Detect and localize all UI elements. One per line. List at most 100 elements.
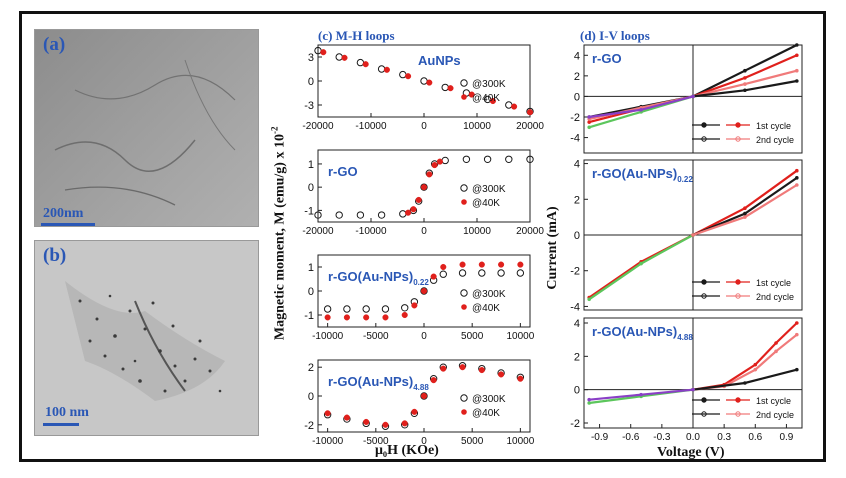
iv-rgo-series-marker bbox=[691, 94, 695, 99]
mh-rgo-au022-ytick-label: 0 bbox=[308, 286, 314, 298]
mh-aunps-legend-marker-300k bbox=[460, 79, 468, 87]
mh-rgo-point-40k bbox=[415, 196, 422, 203]
iv-rgo-au488-ytick-label: -2 bbox=[570, 418, 580, 430]
mh-rgo-au022-title: r-GO(Au-NPs)0.22 bbox=[328, 269, 429, 287]
iv-rgo-au488-series-marker bbox=[753, 367, 758, 372]
mh-rgo-au488-xtick-label: 0 bbox=[421, 436, 427, 447]
iv-rgo-series-marker bbox=[587, 115, 591, 119]
mh-aunps-xtick-label: 10000 bbox=[463, 121, 491, 132]
iv-rgo-series-marker bbox=[743, 68, 747, 73]
mh-rgo-au488-point-40k bbox=[411, 408, 418, 415]
iv-rgo-au022-legend-dot-red bbox=[735, 293, 741, 299]
mh-rgo-au022-point-300k bbox=[362, 305, 370, 313]
mh-rgo-legend-marker-40k bbox=[461, 199, 467, 205]
mh-rgo-title: r-GO bbox=[328, 164, 358, 179]
iv-rgo-legend-label: 1st cycle bbox=[756, 121, 791, 131]
iv-rgo-legend-dot-red bbox=[735, 136, 741, 142]
mh-rgo-au022-point-300k bbox=[439, 270, 447, 278]
mh-aunps-legend-label: @300K bbox=[472, 79, 506, 90]
mh-aunps-legend-marker-40k bbox=[461, 94, 467, 100]
iv-rgo-au488-series-marker bbox=[774, 349, 778, 354]
mh-rgo-au022-point-40k bbox=[420, 287, 428, 295]
mh-aunps-xtick-label: 0 bbox=[421, 121, 427, 132]
mh-rgo-ytick-label: -1 bbox=[304, 205, 314, 217]
iv-rgo-au488-title: r-GO(Au-NPs)4.88 bbox=[592, 324, 693, 342]
iv-rgo-au488-series-marker bbox=[795, 321, 799, 325]
panel-d-xlabel: Voltage (V) bbox=[657, 445, 725, 460]
iv-rgo-ytick-label: -4 bbox=[570, 133, 580, 145]
iv-rgo-series-marker bbox=[795, 43, 799, 47]
iv-rgo-au488-xtick-label: 0.3 bbox=[717, 432, 731, 443]
mh-rgo-au022-point-40k bbox=[411, 302, 418, 309]
mh-rgo-ytick-label: 1 bbox=[308, 159, 314, 171]
mh-rgo-point-300k bbox=[335, 211, 343, 219]
iv-rgo-au488-title-sub: 4.88 bbox=[677, 333, 693, 342]
mh-rgo-xtick-label: -10000 bbox=[355, 226, 387, 237]
mh-rgo-au022-legend-label: @40K bbox=[472, 303, 500, 314]
mh-rgo-au022-point-40k bbox=[459, 261, 466, 268]
mh-rgo-au022-point-300k bbox=[343, 305, 351, 313]
mh-rgo-au022-xtick-label: 0 bbox=[421, 331, 427, 342]
mh-rgo-point-40k bbox=[410, 206, 417, 213]
iv-rgo-au022-ytick-label: -2 bbox=[570, 266, 580, 278]
iv-rgo-au022-ytick-label: 0 bbox=[574, 230, 580, 242]
scale-bar-b bbox=[43, 423, 79, 426]
mh-aunps-point-40k bbox=[489, 97, 496, 105]
mh-rgo-point-40k bbox=[426, 171, 433, 178]
iv-rgo-au488-xtick-label: 0.9 bbox=[779, 432, 793, 443]
iv-rgo-au488-legend-dot-red bbox=[735, 411, 741, 417]
scale-bar-label-a: 200nm bbox=[43, 206, 84, 221]
iv-rgo-au022-title: r-GO(Au-NPs)0.22 bbox=[592, 166, 693, 184]
iv-rgo-au022-ytick-label: -4 bbox=[570, 301, 580, 313]
mh-rgo-au022-point-300k bbox=[420, 287, 428, 295]
iv-rgo-au022-series-marker bbox=[691, 233, 695, 237]
iv-rgo-au488-legend-label: 1st cycle bbox=[756, 396, 791, 406]
mh-rgo-au488-point-40k bbox=[459, 364, 466, 371]
iv-rgo-au488-series-marker bbox=[587, 397, 591, 402]
mh-rgo-au488-point-40k bbox=[517, 375, 524, 382]
iv-rgo-au488-legend-dot-red bbox=[735, 397, 741, 403]
mh-aunps-xtick-label: -20000 bbox=[302, 121, 334, 132]
mh-rgo-point-300k bbox=[505, 155, 513, 163]
mh-rgo-au022-xtick-label: 10000 bbox=[506, 331, 534, 342]
mh-rgo-au022-point-300k bbox=[497, 269, 505, 277]
iv-rgo-au488-series-marker bbox=[795, 367, 799, 372]
iv-rgo-legend-dot-red bbox=[735, 122, 741, 128]
mh-rgo-point-300k bbox=[462, 155, 471, 163]
mh-rgo-au488-point-40k bbox=[430, 377, 437, 384]
iv-rgo-au488-xtick-label: 0.6 bbox=[748, 432, 762, 443]
mh-rgo-au488-ytick-label: 2 bbox=[308, 362, 314, 374]
iv-rgo-ytick-label: 2 bbox=[574, 71, 580, 83]
mh-aunps-ytick-label: 3 bbox=[308, 52, 314, 64]
mh-rgo-xtick-label: 20000 bbox=[516, 226, 544, 237]
mh-rgo-au022-legend-label: @300K bbox=[472, 289, 506, 300]
mh-rgo-au488-point-40k bbox=[498, 371, 505, 378]
iv-rgo-au022-series-marker bbox=[743, 215, 747, 219]
iv-rgo-au022-ytick-label: 2 bbox=[574, 194, 580, 206]
iv-rgo-au488-ytick-label: 4 bbox=[574, 318, 580, 330]
mh-rgo-au488-title-sub: 4.88 bbox=[413, 383, 429, 392]
mh-rgo-au022-point-40k bbox=[430, 273, 437, 280]
iv-rgo-series-marker bbox=[743, 76, 747, 80]
iv-rgo-au022-legend-dot-black bbox=[701, 279, 707, 285]
mh-aunps-title: AuNPs bbox=[418, 53, 461, 68]
mh-rgo-au022-ytick-label: -1 bbox=[304, 310, 314, 322]
mh-rgo-au022-ytick-label: 1 bbox=[308, 262, 314, 274]
iv-rgo-au488-series-marker bbox=[753, 362, 758, 367]
iv-rgo-au022-series-marker bbox=[795, 168, 799, 173]
iv-rgo-au488-series-marker bbox=[639, 392, 643, 397]
mh-aunps-point-40k bbox=[447, 85, 454, 92]
mh-rgo-au488-point-40k bbox=[382, 421, 389, 428]
iv-rgo-au488-series-marker bbox=[691, 387, 695, 392]
panel-label-a: (a) bbox=[43, 34, 66, 55]
iv-rgo-legend-dot-black bbox=[701, 122, 707, 128]
mh-aunps-point-40k bbox=[526, 109, 534, 116]
mh-rgo-au488-xtick-label: -5000 bbox=[363, 436, 389, 447]
mh-rgo-point-40k bbox=[431, 162, 438, 169]
mh-aunps-legend-label: @40K bbox=[472, 93, 500, 104]
iv-rgo-au488-legend-dot-black bbox=[701, 411, 707, 417]
mh-rgo-au488-title: r-GO(Au-NPs)4.88 bbox=[328, 374, 429, 392]
mh-rgo-point-300k bbox=[314, 211, 322, 219]
iv-rgo-au488-xtick-label: -0.6 bbox=[622, 432, 640, 443]
